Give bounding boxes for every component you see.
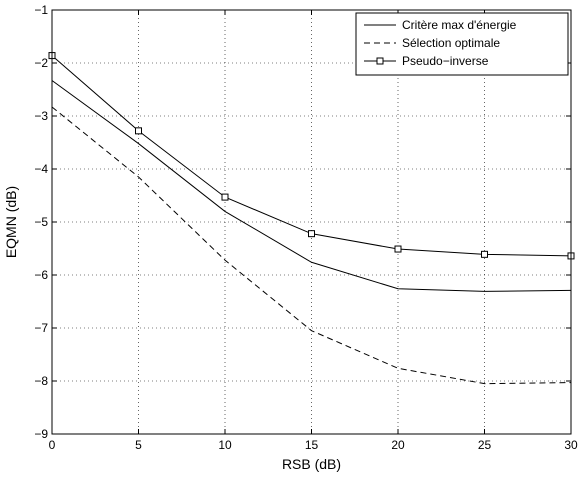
- series-3-marker: [135, 127, 142, 135]
- y-tick-label: −2: [34, 56, 48, 70]
- x-tick-label: 5: [135, 438, 142, 452]
- series-3-marker: [221, 193, 229, 201]
- y-tick-label: −1: [34, 3, 48, 17]
- x-tick-label: 20: [391, 438, 405, 452]
- series-lines: [48, 52, 575, 385]
- series-line-1: [51, 80, 572, 292]
- y-tick-label: −5: [34, 215, 48, 229]
- axis-ticks: 0 5 10 15 20 25 30 −9 −8 −7 −6 −5 −4 −3 −2 −1: [34, 3, 578, 452]
- y-axis-label: EQMN (dB): [3, 186, 19, 258]
- y-tick-label: −6: [34, 268, 48, 282]
- x-tick-label: 0: [49, 438, 56, 452]
- legend: Critère max d'énergie Sélection optimale P…: [355, 12, 569, 76]
- series-3-marker: [308, 230, 315, 238]
- x-axis-label: RSB (dB): [282, 456, 341, 472]
- legend-box: [355, 12, 569, 76]
- y-tick-label: −9: [34, 427, 48, 441]
- series-line-2: [51, 106, 572, 385]
- x-tick-label: 30: [564, 438, 578, 452]
- y-tick-label: −7: [34, 321, 48, 335]
- y-tick-label: −3: [34, 109, 48, 123]
- series-line-3: [51, 55, 572, 257]
- series-3-marker: [481, 250, 488, 258]
- legend-label-3: Pseudo−inverse: [402, 54, 489, 68]
- y-tick-label: −8: [34, 374, 48, 388]
- series-3-marker: [394, 245, 402, 253]
- x-tick-label: 10: [218, 438, 232, 452]
- legend-label-2: Sélection optimale: [402, 36, 500, 50]
- x-tick-label: 15: [305, 438, 319, 452]
- legend-label-1: Critère max d'énergie: [402, 18, 517, 32]
- y-tick-label: −4: [34, 162, 48, 176]
- x-tick-label: 25: [478, 438, 492, 452]
- legend-marker-3: [376, 57, 384, 65]
